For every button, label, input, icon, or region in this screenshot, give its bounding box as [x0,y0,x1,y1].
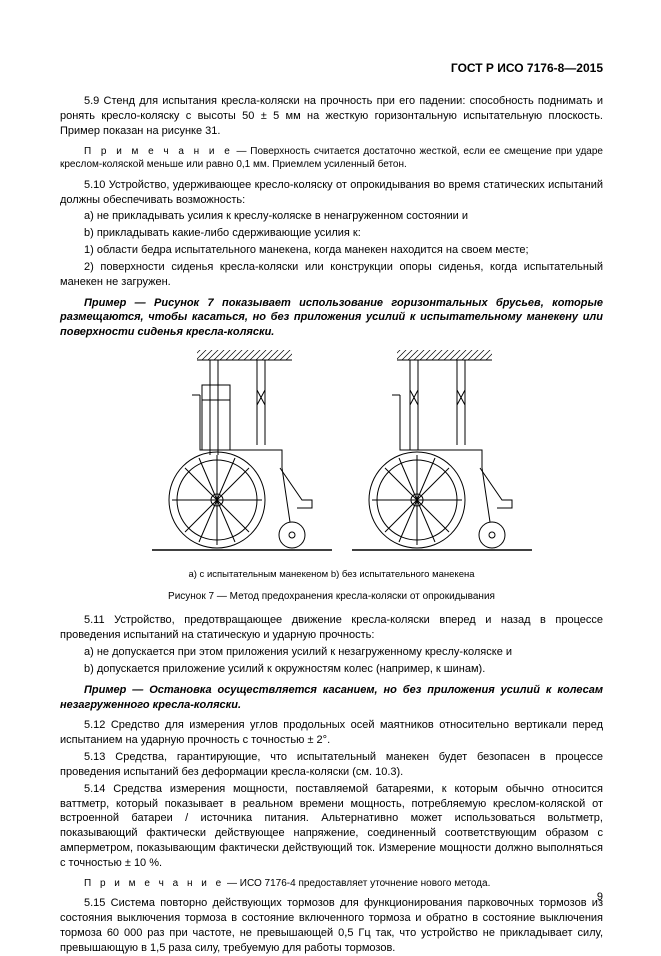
note-2: П р и м е ч а н и е — ИСО 7176-4 предост… [60,877,603,891]
para-5-10-a: a) не прикладывать усилия к креслу-коляс… [60,209,603,224]
example-1: Пример — Рисунок 7 показывает использова… [60,296,603,341]
para-5-14: 5.14 Средства измерения мощности, постав… [60,782,603,871]
para-5-10-1: 1) области бедра испытательного манекена… [60,243,603,258]
note-2-body: — ИСО 7176-4 предоставляет уточнение нов… [224,878,490,889]
note-1: П р и м е ч а н и е — Поверхность считае… [60,145,603,172]
para-5-10-2: 2) поверхности сиденья кресла-коляски ил… [60,260,603,290]
para-5-10-b: b) прикладывать какие-либо сдерживающие … [60,226,603,241]
para-5-11-intro: 5.11 Устройство, предотвращающее движени… [60,613,603,643]
para-5-11-a: a) не допускается при этом приложения ус… [60,645,603,660]
figure-7: a) с испытательным манекеном b) без испы… [60,350,603,603]
document-header: ГОСТ Р ИСО 7176-8—2015 [60,60,603,76]
page: ГОСТ Р ИСО 7176-8—2015 5.9 Стенд для исп… [0,0,661,935]
figure-7-caption: Рисунок 7 — Метод предохранения кресла-к… [60,590,603,604]
para-5-12: 5.12 Средство для измерения углов продол… [60,718,603,748]
para-5-15: 5.15 Система повторно действующих тормоз… [60,896,603,955]
figure-7-svg [122,350,542,560]
para-5-11-b: b) допускается приложение усилий к окруж… [60,662,603,677]
page-number: 9 [597,890,603,905]
figure-7-subcaption: a) с испытательным манекеном b) без испы… [60,569,603,582]
note-1-label: П р и м е ч а н и е [84,146,233,157]
para-5-9: 5.9 Стенд для испытания кресла-коляски н… [60,94,603,139]
note-2-label: П р и м е ч а н и е [84,878,224,889]
example-2: Пример — Остановка осуществляется касани… [60,683,603,713]
para-5-10-intro: 5.10 Устройство, удерживающее кресло-кол… [60,178,603,208]
para-5-13: 5.13 Средства, гарантирующие, что испыта… [60,750,603,780]
